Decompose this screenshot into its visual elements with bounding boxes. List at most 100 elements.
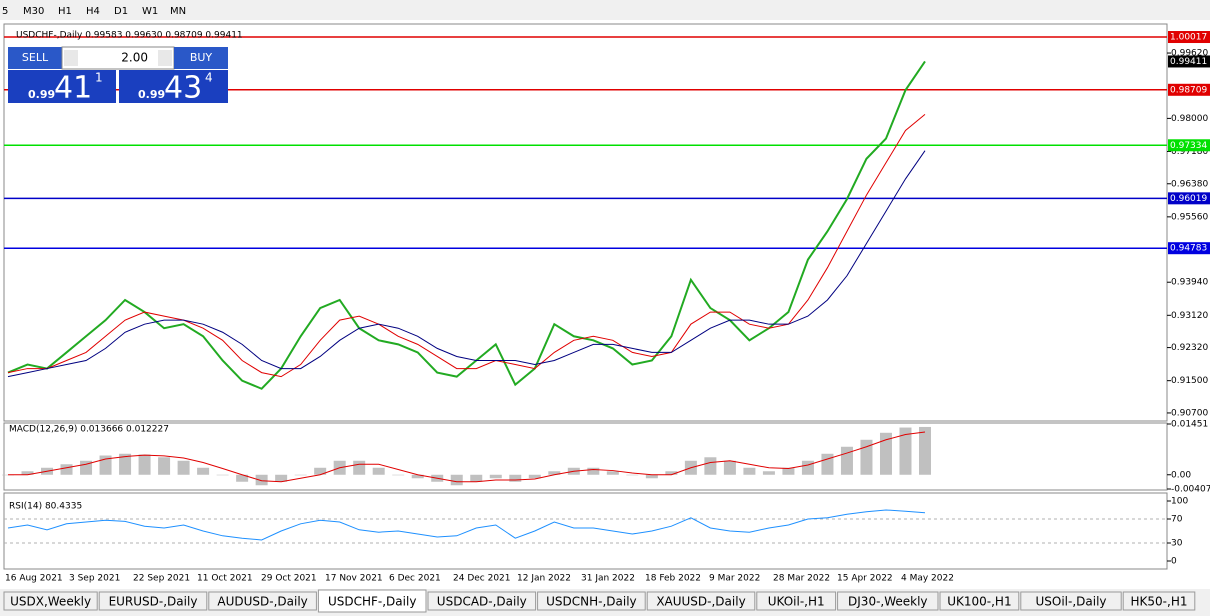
timeframe-button[interactable]: 5 bbox=[2, 6, 8, 17]
chart-tab-label[interactable]: USDCAD-,Daily bbox=[437, 595, 527, 609]
macd-bar bbox=[489, 474, 502, 479]
chart-tab[interactable] bbox=[98, 591, 208, 611]
chart-tab-label[interactable]: AUDUSD-,Daily bbox=[217, 595, 307, 609]
sell-price[interactable] bbox=[8, 70, 116, 103]
chart-tab[interactable] bbox=[427, 591, 537, 611]
last-price-box bbox=[1168, 55, 1210, 68]
macd-bar bbox=[645, 474, 658, 479]
rsi-panel bbox=[3, 492, 1168, 570]
macd-bar bbox=[821, 453, 834, 475]
macd-bar bbox=[587, 467, 600, 475]
chart-tab[interactable] bbox=[1020, 591, 1122, 611]
sell-big: 41 bbox=[54, 71, 92, 106]
x-tick-label: 18 Feb 2022 bbox=[645, 574, 701, 584]
timeframe-button[interactable]: D1 bbox=[114, 6, 128, 17]
series-line bbox=[8, 431, 926, 483]
level-label: 0.98709 bbox=[1170, 85, 1207, 95]
chart-tab[interactable] bbox=[756, 591, 837, 611]
trade-panel: SELL 2.00 BUY 0.99 41 1 0.99 43 4 bbox=[8, 46, 228, 106]
y-tick-label: 0.96380 bbox=[1171, 179, 1208, 189]
chart-tab-label[interactable]: USOil-,Daily bbox=[1035, 595, 1106, 609]
chart-tab-label[interactable]: UK100-,H1 bbox=[947, 595, 1011, 609]
buy-label[interactable]: BUY bbox=[190, 51, 213, 64]
sell-pip: 1 bbox=[95, 71, 103, 85]
macd-bar bbox=[294, 474, 307, 476]
chart-tab[interactable] bbox=[537, 591, 646, 611]
level-box bbox=[1168, 139, 1210, 152]
lots-field[interactable] bbox=[61, 46, 175, 70]
chart-tab[interactable] bbox=[208, 591, 317, 611]
y-tick-label: 0.92320 bbox=[1171, 343, 1208, 353]
chart-tab[interactable] bbox=[3, 591, 98, 611]
y-tick-label: 0 bbox=[1171, 557, 1177, 567]
buy-pip: 4 bbox=[205, 71, 213, 85]
chart-tab-label[interactable]: USDX,Weekly bbox=[10, 595, 91, 609]
x-tick-label: 12 Jan 2022 bbox=[517, 574, 571, 584]
chart-tab-label[interactable]: EURUSD-,Daily bbox=[109, 595, 198, 609]
y-tick-label: 30 bbox=[1171, 539, 1183, 549]
macd-bar bbox=[665, 471, 678, 475]
macd-bar bbox=[392, 474, 405, 476]
level-label: 0.94783 bbox=[1170, 244, 1207, 254]
chart-tab[interactable] bbox=[317, 589, 427, 613]
lots-down[interactable] bbox=[64, 50, 78, 66]
macd-bar bbox=[158, 457, 171, 475]
macd-bar bbox=[801, 460, 814, 475]
y-tick-label: -0.004071 bbox=[1171, 485, 1210, 495]
macd-bar bbox=[314, 467, 327, 475]
chart-tab-label[interactable]: HK50-,H1 bbox=[1131, 595, 1188, 609]
macd-bar bbox=[470, 474, 483, 482]
x-tick-label: 17 Nov 2021 bbox=[325, 574, 383, 584]
timeframe-button[interactable]: H4 bbox=[86, 6, 100, 17]
macd-bar bbox=[197, 467, 210, 475]
lots-up[interactable] bbox=[158, 50, 172, 66]
macd-bar bbox=[743, 467, 756, 475]
macd-panel bbox=[3, 422, 1168, 491]
chart-tab[interactable] bbox=[939, 591, 1020, 611]
x-tick-label: 29 Oct 2021 bbox=[261, 574, 317, 584]
timeframe-button[interactable]: H1 bbox=[58, 6, 72, 17]
chart-tab-label[interactable]: USDCNH-,Daily bbox=[546, 595, 637, 609]
y-tick-label: 100 bbox=[1171, 497, 1188, 507]
chart-tab-label[interactable]: XAUUSD-,Daily bbox=[656, 595, 745, 609]
chart-tab-label[interactable]: DJ30-,Weekly bbox=[848, 595, 928, 609]
macd-bar bbox=[782, 467, 795, 475]
y-tick-label: 0.95560 bbox=[1171, 212, 1208, 222]
y-tick-label: 70 bbox=[1171, 515, 1183, 525]
y-tick-label: 0.01451 bbox=[1171, 420, 1208, 430]
macd-bar bbox=[372, 467, 385, 475]
sell-button[interactable] bbox=[8, 47, 62, 69]
x-tick-label: 22 Sep 2021 bbox=[133, 574, 190, 584]
panel-title: USDCHF-,Daily 0.99583 0.99630 0.98709 0.… bbox=[16, 31, 243, 41]
macd-bar bbox=[919, 426, 931, 475]
sell-label[interactable]: SELL bbox=[22, 51, 49, 64]
level-box bbox=[1168, 242, 1210, 255]
x-tick-label: 6 Dec 2021 bbox=[389, 574, 441, 584]
y-tick-label: 0.91500 bbox=[1171, 376, 1208, 386]
y-tick-label: 0.98000 bbox=[1171, 114, 1208, 124]
buy-price[interactable] bbox=[119, 70, 228, 103]
timeframe-button[interactable]: M30 bbox=[23, 6, 44, 17]
level-box bbox=[1168, 192, 1210, 205]
buy-button[interactable] bbox=[174, 47, 228, 69]
level-label: 0.96019 bbox=[1170, 194, 1207, 204]
level-box bbox=[1168, 31, 1210, 44]
macd-bar bbox=[236, 474, 249, 482]
x-tick-label: 24 Dec 2021 bbox=[453, 574, 511, 584]
y-tick-label: 0.93120 bbox=[1171, 311, 1208, 321]
chart-tab-label[interactable]: USDCHF-,Daily bbox=[328, 595, 416, 609]
x-tick-label: 28 Mar 2022 bbox=[773, 574, 830, 584]
macd-bar bbox=[119, 453, 132, 475]
chart-tab[interactable] bbox=[1122, 591, 1196, 611]
chart-tab[interactable] bbox=[646, 591, 756, 611]
macd-bar bbox=[60, 464, 73, 475]
y-tick-label: 0.99620 bbox=[1171, 49, 1208, 59]
timeframe-button[interactable]: MN bbox=[170, 6, 186, 17]
series-line bbox=[7, 113, 926, 378]
macd-bar bbox=[275, 474, 288, 482]
chart-tab-label[interactable]: UKOil-,H1 bbox=[768, 595, 825, 609]
timeframe-button[interactable]: W1 bbox=[142, 6, 158, 17]
chart-tab[interactable] bbox=[837, 591, 939, 611]
macd-bar bbox=[762, 471, 775, 475]
buy-big: 43 bbox=[164, 71, 202, 106]
